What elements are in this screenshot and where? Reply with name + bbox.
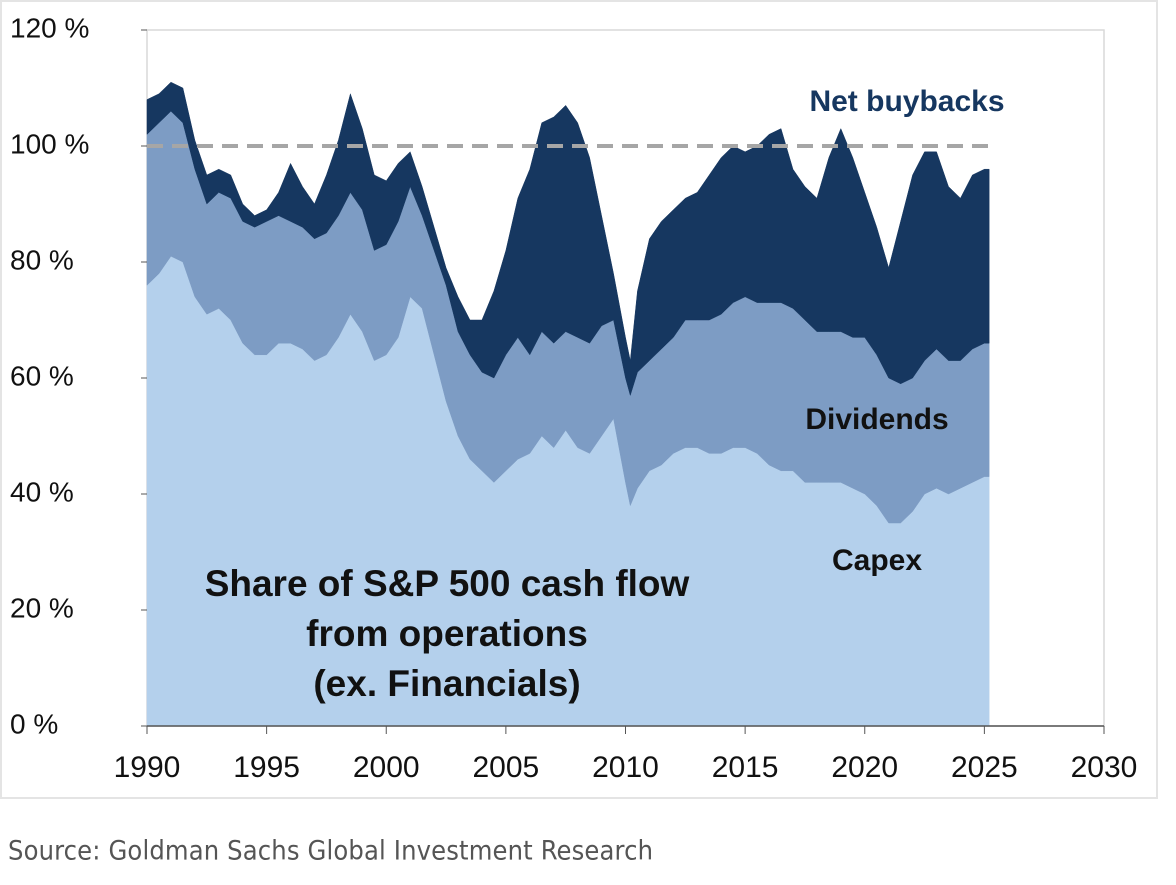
x-tick-label: 1990 xyxy=(114,751,181,784)
y-tick-label: 40 % xyxy=(10,476,74,507)
source: Source: Goldman Sachs Global Investment … xyxy=(8,836,653,867)
x-tick-label: 2005 xyxy=(473,751,540,784)
series-label: Dividends xyxy=(805,403,948,436)
x-tick-label: 2030 xyxy=(1071,751,1138,784)
y-tick-label: 100 % xyxy=(10,128,89,159)
y-tick-label: 120 % xyxy=(10,12,89,43)
y-tick-label: 20 % xyxy=(10,592,74,623)
x-tick-label: 2020 xyxy=(831,751,898,784)
y-tick-label: 0 % xyxy=(10,708,58,739)
chart-title: (ex. Financials) xyxy=(313,663,580,704)
chart-title: Share of S&P 500 cash flow xyxy=(205,563,690,604)
area xyxy=(146,81,990,397)
x-tick-label: 2010 xyxy=(592,751,659,784)
x-tick-label: 1995 xyxy=(233,751,300,784)
y-tick-label: 80 % xyxy=(10,244,74,275)
series-label: Net buybacks xyxy=(809,85,1004,118)
x-tick-label: 2025 xyxy=(951,751,1018,784)
series-label: Capex xyxy=(832,544,922,577)
y-tick-label: 60 % xyxy=(10,360,74,391)
x-tick-label: 2000 xyxy=(353,751,420,784)
x-tick-label: 2015 xyxy=(712,751,779,784)
chart-title: from operations xyxy=(306,613,588,654)
